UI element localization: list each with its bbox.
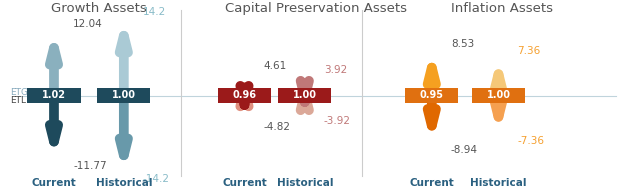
- FancyBboxPatch shape: [405, 88, 458, 103]
- Text: ETG: ETG: [10, 88, 28, 97]
- Text: -8.94: -8.94: [451, 145, 478, 155]
- Text: 8.53: 8.53: [451, 39, 474, 49]
- Text: 1.00: 1.00: [293, 91, 317, 100]
- FancyBboxPatch shape: [278, 88, 331, 103]
- Text: Current: Current: [222, 178, 267, 188]
- Text: 14.2: 14.2: [143, 7, 166, 17]
- Text: 12.04: 12.04: [73, 19, 103, 29]
- Text: -11.77: -11.77: [73, 161, 107, 171]
- Text: -14.2: -14.2: [143, 174, 170, 184]
- Text: -3.92: -3.92: [324, 117, 351, 126]
- Text: Capital Preservation Assets: Capital Preservation Assets: [225, 2, 406, 15]
- FancyBboxPatch shape: [27, 88, 81, 103]
- Text: -7.36: -7.36: [518, 136, 545, 146]
- Text: 1.00: 1.00: [486, 91, 511, 100]
- Text: Current: Current: [410, 178, 454, 188]
- Text: 0.95: 0.95: [420, 91, 444, 100]
- Text: Historical: Historical: [96, 178, 152, 188]
- Text: Inflation Assets: Inflation Assets: [451, 2, 552, 15]
- Text: Current: Current: [32, 178, 76, 188]
- FancyBboxPatch shape: [218, 88, 271, 103]
- FancyBboxPatch shape: [472, 88, 525, 103]
- Text: 7.36: 7.36: [518, 46, 541, 56]
- Text: -4.82: -4.82: [264, 121, 291, 132]
- Text: 1.02: 1.02: [42, 91, 66, 100]
- Text: ETL: ETL: [10, 96, 26, 105]
- Text: Historical: Historical: [277, 178, 333, 188]
- Text: Historical: Historical: [471, 178, 526, 188]
- Text: 3.92: 3.92: [324, 65, 347, 75]
- FancyBboxPatch shape: [97, 88, 150, 103]
- Text: 0.96: 0.96: [232, 91, 257, 100]
- Text: Growth Assets: Growth Assets: [51, 2, 146, 15]
- Text: 4.61: 4.61: [264, 61, 287, 71]
- Text: 1.00: 1.00: [112, 91, 136, 100]
